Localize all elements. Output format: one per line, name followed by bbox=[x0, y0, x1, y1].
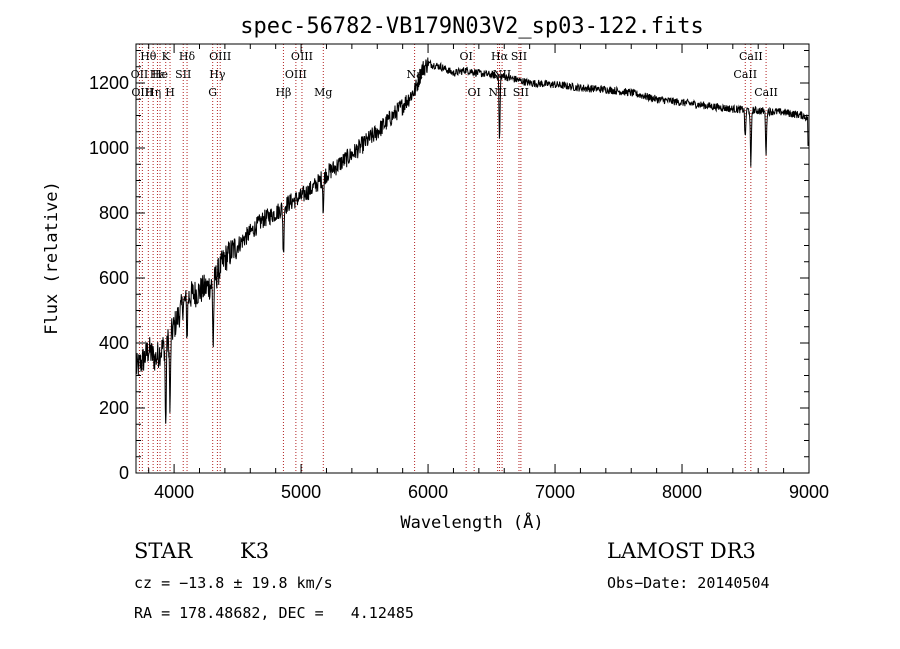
survey-name: LAMOST DR3 bbox=[607, 539, 756, 563]
line-marker-label: OIII bbox=[131, 86, 153, 99]
chart-title: spec-56782-VB179N03V2_sp03-122.fits bbox=[240, 14, 704, 39]
x-axis-label: Wavelength (Å) bbox=[400, 511, 543, 533]
spectrum-line bbox=[135, 57, 810, 424]
line-marker-label: Hε bbox=[150, 68, 166, 81]
line-marker-label: CaII bbox=[733, 68, 757, 81]
line-marker-label: He bbox=[152, 68, 168, 81]
emission-line-markers bbox=[138, 44, 767, 473]
line-marker-label: OI bbox=[459, 50, 472, 63]
x-tick-label: 5000 bbox=[281, 482, 321, 502]
line-marker-label: Hθ bbox=[140, 50, 157, 63]
x-tick-label: 4000 bbox=[154, 482, 194, 502]
line-marker-label: H bbox=[165, 86, 175, 99]
line-marker-label: OIII bbox=[291, 50, 313, 63]
line-marker-label: NII bbox=[488, 86, 506, 99]
y-tick-label: 1200 bbox=[89, 73, 129, 93]
y-axis-label: Flux (relative) bbox=[42, 181, 62, 335]
y-tick-label: 0 bbox=[119, 463, 129, 483]
line-marker-label: OII bbox=[131, 68, 149, 81]
y-tick-label: 400 bbox=[99, 333, 129, 353]
line-marker-label: Hα bbox=[491, 50, 509, 63]
y-tick-label: 600 bbox=[99, 268, 129, 288]
line-marker-label: CaII bbox=[754, 86, 778, 99]
line-marker-label: SII bbox=[511, 50, 527, 63]
line-marker-label: OIII bbox=[209, 50, 231, 63]
line-marker-label: Hδ bbox=[179, 50, 196, 63]
line-marker-label: Na bbox=[407, 68, 424, 81]
y-tick-label: 200 bbox=[99, 398, 129, 418]
line-marker-label: SII bbox=[175, 68, 191, 81]
line-marker-label: OI bbox=[467, 86, 480, 99]
emission-line-labels: OIIOIIIHθHηHεHeKHSIIHδGHγOIIIHβOIIIOIIIM… bbox=[131, 50, 778, 99]
observation-date: Obs−Date: 20140504 bbox=[607, 574, 770, 592]
y-tick-label: 1000 bbox=[89, 138, 129, 158]
y-axis-ticks: 0 200 400 600 800 1000 1200 bbox=[89, 50, 809, 483]
redshift-value: cz = −13.8 ± 19.8 km/s bbox=[134, 574, 333, 592]
line-marker-label: Mg bbox=[314, 86, 332, 99]
x-axis-ticks: 4000 5000 6000 7000 8000 9000 bbox=[148, 44, 829, 502]
line-marker-label: Hγ bbox=[209, 68, 226, 81]
object-class: STAR bbox=[134, 539, 193, 563]
line-marker-label: Hβ bbox=[275, 86, 291, 99]
line-marker-label: Hη bbox=[145, 86, 161, 99]
x-tick-label: 9000 bbox=[789, 482, 829, 502]
line-marker-label: K bbox=[162, 50, 171, 63]
line-marker-label: G bbox=[208, 86, 217, 99]
x-tick-label: 8000 bbox=[662, 482, 702, 502]
line-marker-label: SII bbox=[513, 86, 529, 99]
line-marker-label: OIII bbox=[285, 68, 307, 81]
coordinates: RA = 178.48682, DEC = 4.12485 bbox=[134, 604, 414, 622]
plot-frame bbox=[135, 43, 810, 474]
line-marker-label: CaII bbox=[739, 50, 763, 63]
x-tick-label: 6000 bbox=[408, 482, 448, 502]
y-tick-label: 800 bbox=[99, 203, 129, 223]
object-subclass: K3 bbox=[240, 539, 270, 563]
x-tick-label: 7000 bbox=[535, 482, 575, 502]
